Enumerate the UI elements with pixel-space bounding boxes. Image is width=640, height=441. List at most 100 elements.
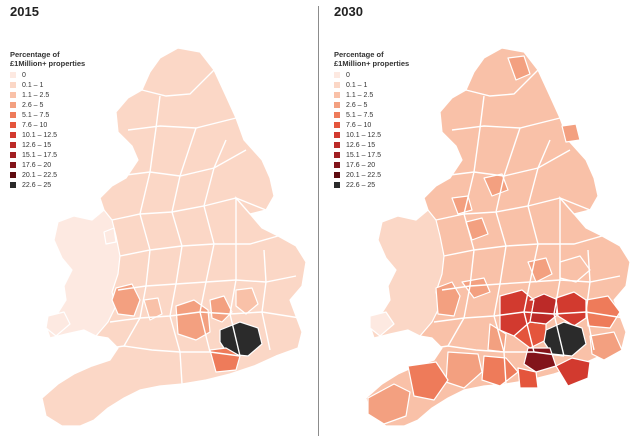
legend-label: 12.6 – 15 <box>346 141 376 149</box>
map-region <box>589 331 623 361</box>
legend-label: 15.1 – 17.5 <box>22 151 58 159</box>
legend-item: 22.6 – 25 <box>10 180 85 190</box>
legend-label: 10.1 – 12.5 <box>22 131 58 139</box>
region-border <box>141 69 215 97</box>
legend-label: 0 <box>346 71 350 79</box>
map-region <box>209 347 241 373</box>
region-border <box>523 139 551 353</box>
legend-item: 15.1 – 17.5 <box>10 150 85 160</box>
map-panel-2015: 2015 Percentage of £1Million+ properties… <box>0 0 316 441</box>
legend: Percentage of £1Million+ properties 0 0.1… <box>10 50 85 190</box>
legend-label: 1.1 – 2.5 <box>346 91 374 99</box>
legend-item: 12.6 – 15 <box>10 140 85 150</box>
year-label: 2030 <box>334 4 363 19</box>
legend: Percentage of £1Million+ properties 0 0.1… <box>334 50 409 190</box>
legend-item: 12.6 – 15 <box>334 140 409 150</box>
map-region <box>369 311 395 337</box>
map-region <box>175 299 211 341</box>
legend-label: 5.1 – 7.5 <box>22 111 50 119</box>
legend-item: 20.1 – 22.5 <box>10 170 85 180</box>
legend-label: 22.6 – 25 <box>22 181 52 189</box>
region-border <box>169 127 197 385</box>
legend-label: 7.6 – 10 <box>346 121 372 129</box>
legend-swatch <box>334 82 340 88</box>
legend-swatch <box>10 182 16 188</box>
map-region <box>143 297 163 321</box>
legend-item: 10.1 – 12.5 <box>10 130 85 140</box>
map-region <box>561 123 581 143</box>
region-border <box>451 117 561 131</box>
map-region <box>543 321 587 357</box>
legend-swatch <box>334 162 340 168</box>
legend-label: 7.6 – 10 <box>22 121 48 129</box>
legend-label: 17.6 – 20 <box>346 161 376 169</box>
legend-item: 2.6 – 5 <box>10 100 85 110</box>
region-border <box>199 139 227 353</box>
legend-item: 2.6 – 5 <box>334 100 409 110</box>
legend-label: 10.1 – 12.5 <box>346 131 382 139</box>
legend-swatch <box>10 82 16 88</box>
legend-title: Percentage of £1Million+ properties <box>334 50 410 68</box>
legend-swatch <box>334 122 340 128</box>
legend-item: 7.6 – 10 <box>334 120 409 130</box>
legend-item: 5.1 – 7.5 <box>10 110 85 120</box>
legend-item: 0.1 – 1 <box>10 80 85 90</box>
legend-label: 2.6 – 5 <box>22 101 44 109</box>
region-border <box>119 235 279 257</box>
legend-swatch <box>334 172 340 178</box>
legend-item: 1.1 – 2.5 <box>10 90 85 100</box>
legend-item: 10.1 – 12.5 <box>334 130 409 140</box>
legend-label: 5.1 – 7.5 <box>346 111 374 119</box>
map-region <box>407 361 449 401</box>
region-border <box>585 249 595 351</box>
legend-swatch <box>334 182 340 188</box>
legend-item: 0 <box>10 70 85 80</box>
legend-swatch <box>10 162 16 168</box>
region-border <box>95 345 241 357</box>
legend-item: 22.6 – 25 <box>334 180 409 190</box>
legend-swatch <box>334 152 340 158</box>
region-border <box>553 196 575 357</box>
legend-swatch <box>334 72 340 78</box>
panel-divider <box>318 6 319 436</box>
england-wales-map-2030 <box>365 47 631 427</box>
map-region <box>529 293 559 325</box>
legend-item: 0.1 – 1 <box>334 80 409 90</box>
map-region <box>45 311 71 337</box>
legend-item: 17.6 – 20 <box>10 160 85 170</box>
legend-swatch <box>10 152 16 158</box>
region-border <box>435 197 591 221</box>
region-border <box>447 95 485 347</box>
legend-swatch <box>334 142 340 148</box>
map-region <box>209 295 233 323</box>
map-region <box>435 281 461 317</box>
legend-label: 2.6 – 5 <box>346 101 368 109</box>
region-border <box>127 117 237 131</box>
legend-swatch <box>10 92 16 98</box>
legend-title: Percentage of £1Million+ properties <box>10 50 86 68</box>
england-wales-map-2015 <box>41 47 307 427</box>
legend-item: 0 <box>334 70 409 80</box>
legend-item: 17.6 – 20 <box>334 160 409 170</box>
legend-swatch <box>10 102 16 108</box>
region-border <box>443 235 603 257</box>
map-region <box>367 383 411 425</box>
legend-label: 0.1 – 1 <box>22 81 44 89</box>
legend-swatch <box>10 112 16 118</box>
region-border <box>493 127 521 385</box>
legend-swatch <box>10 142 16 148</box>
legend-label: 15.1 – 17.5 <box>346 151 382 159</box>
legend-label: 22.6 – 25 <box>346 181 376 189</box>
map-region <box>111 283 141 317</box>
wales-region <box>45 209 121 339</box>
map-region <box>103 227 117 245</box>
legend-item: 1.1 – 2.5 <box>334 90 409 100</box>
wales-region <box>369 209 445 339</box>
map-region <box>555 291 587 327</box>
legend-swatch <box>10 72 16 78</box>
map-region <box>481 355 519 387</box>
legend-swatch <box>10 132 16 138</box>
legend-swatch <box>10 122 16 128</box>
map-region <box>219 321 263 357</box>
legend-item: 20.1 – 22.5 <box>334 170 409 180</box>
